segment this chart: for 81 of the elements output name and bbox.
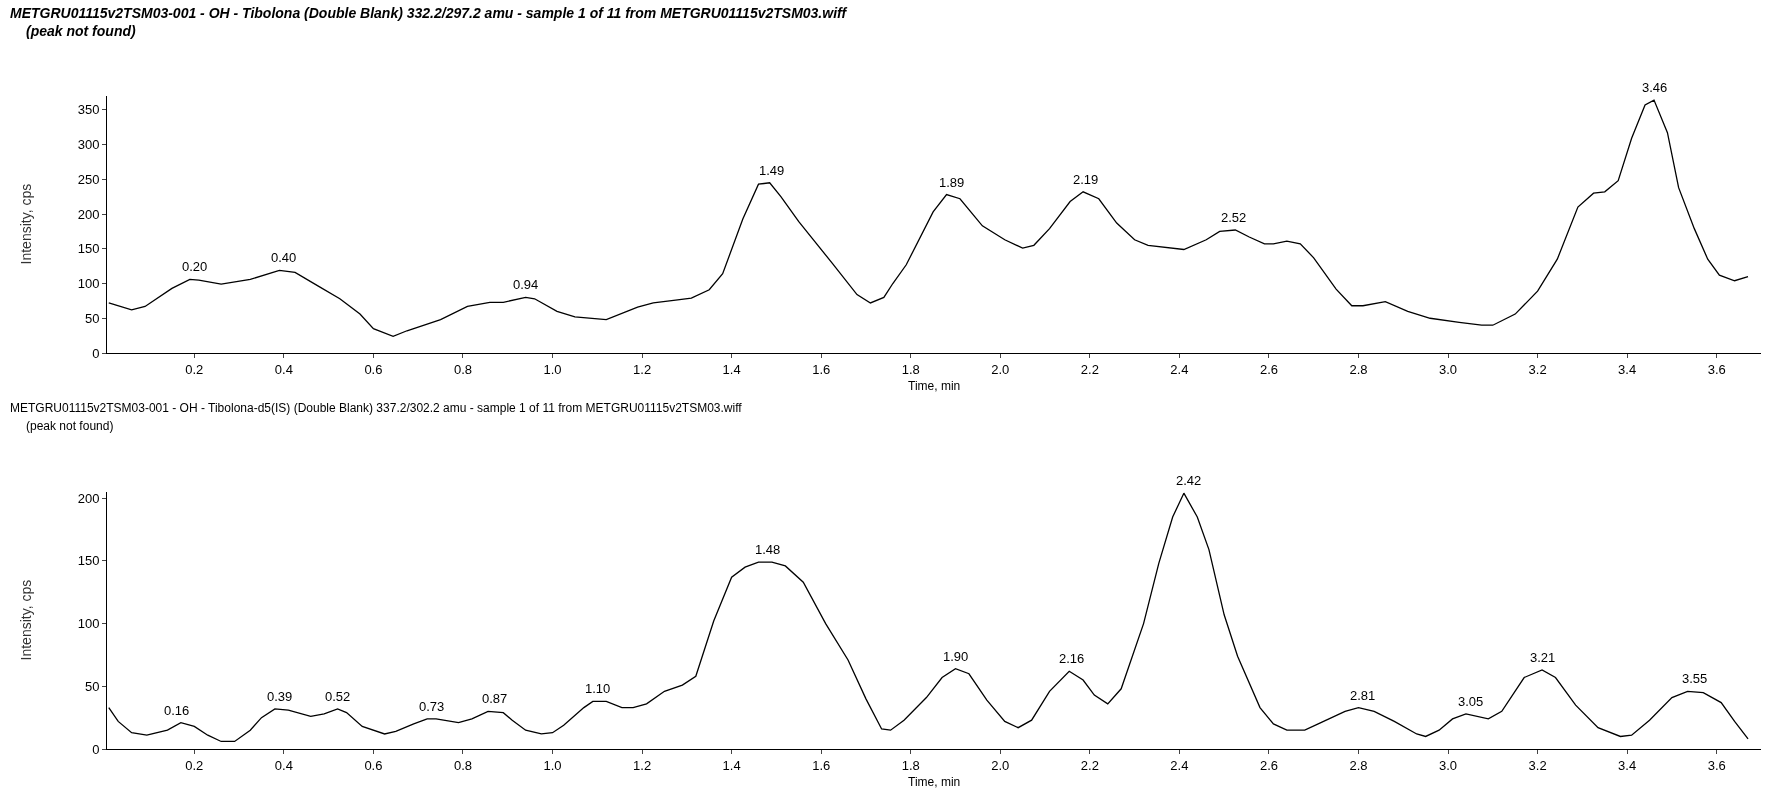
y-axis-title: Intensity, cps: [17, 579, 34, 661]
y-tick-label: 300: [77, 137, 100, 153]
x-tick-label: 0.8: [453, 757, 473, 773]
annotation: 2.19: [1073, 172, 1099, 187]
x-tick-label: 1.2: [633, 757, 652, 773]
x-tick-label: 1.0: [543, 757, 562, 773]
annotation: 0.73: [419, 699, 445, 714]
x-tick-label: 0.6: [364, 361, 383, 377]
x-tick-label: 2.4: [1170, 361, 1189, 377]
y-tick-label: 0: [92, 345, 100, 361]
x-tick-label: 0.8: [453, 361, 473, 377]
annotation: 0.40: [271, 250, 297, 265]
annotation: 3.55: [1682, 671, 1708, 686]
x-tick-label: 0.6: [364, 757, 383, 773]
annotation: 0.87: [482, 691, 508, 706]
annotation: 0.20: [182, 259, 208, 274]
annotation: 2.81: [1350, 688, 1376, 703]
y-tick-label: 350: [77, 102, 100, 118]
y-tick-label: 200: [77, 206, 100, 222]
chart-title: METGRU01115v2TSM03-001 - OH - Tibolona (Double Blank) 332.2/297.2 amu - sample 1 of 11 from METGRU01115v2TSM03.wiff: [10, 5, 848, 21]
annotation: 1.89: [939, 175, 965, 190]
y-tick-label: 200: [77, 490, 100, 506]
x-tick-label: 2.6: [1259, 361, 1278, 377]
annotation: 2.42: [1176, 473, 1202, 488]
annotation: 1.10: [585, 681, 611, 696]
annotation: 3.46: [1642, 80, 1668, 95]
x-tick-label: 2.0: [991, 757, 1010, 773]
annotation: 3.05: [1458, 694, 1484, 709]
y-tick-label: 0: [92, 741, 100, 757]
x-tick-label: 1.6: [812, 361, 831, 377]
x-tick-label: 0.2: [185, 757, 204, 773]
x-tick-label: 2.6: [1259, 757, 1278, 773]
x-tick-label: 3.2: [1528, 757, 1547, 773]
annotation: 1.48: [755, 542, 781, 557]
x-tick-label: 2.8: [1349, 361, 1368, 377]
annotation: 1.49: [759, 163, 785, 178]
line-series: [108, 99, 1749, 337]
x-tick-label: 1.8: [901, 757, 920, 773]
x-tick-label: 3.6: [1707, 757, 1726, 773]
x-tick-label: 3.2: [1528, 361, 1547, 377]
y-tick-label: 100: [77, 276, 100, 292]
chart-subtitle: (peak not found): [26, 23, 136, 39]
x-tick-label: 2.2: [1080, 757, 1099, 773]
chart-title: METGRU01115v2TSM03-001 - OH - Tibolona-d5(IS) (Double Blank) 337.2/302.2 amu - sample 1 of 11 from METGRU01115v2TSM03.wiff: [10, 401, 743, 415]
x-tick-label: 2.8: [1349, 757, 1368, 773]
y-tick-label: 150: [77, 553, 100, 569]
y-axis-title: Intensity, cps: [17, 183, 34, 265]
x-axis-title: Time, min: [908, 775, 961, 789]
x-tick-label: 1.8: [901, 361, 920, 377]
y-tick-label: 50: [84, 678, 100, 694]
y-tick-label: 250: [77, 171, 100, 187]
annotation: 0.52: [325, 689, 351, 704]
x-tick-label: 3.4: [1618, 757, 1637, 773]
y-tick-label: 50: [84, 310, 100, 326]
line-series: [108, 492, 1749, 743]
x-tick-label: 1.6: [812, 757, 831, 773]
x-tick-label: 0.2: [185, 361, 204, 377]
x-tick-label: 3.0: [1439, 361, 1458, 377]
annotation: 2.52: [1221, 210, 1247, 225]
annotation: 0.94: [513, 277, 539, 292]
annotation: 2.16: [1059, 651, 1085, 666]
y-tick-label: 150: [77, 241, 100, 257]
x-tick-label: 1.4: [722, 757, 741, 773]
annotation: 1.90: [943, 649, 969, 664]
x-tick-label: 3.4: [1618, 361, 1637, 377]
x-tick-label: 3.6: [1707, 361, 1726, 377]
chart-subtitle: (peak not found): [26, 419, 114, 433]
x-tick-label: 0.4: [274, 757, 293, 773]
annotation: 0.39: [267, 689, 293, 704]
x-tick-label: 1.0: [543, 361, 562, 377]
x-tick-label: 0.4: [274, 361, 293, 377]
x-tick-label: 2.4: [1170, 757, 1189, 773]
x-axis-title: Time, min: [908, 379, 961, 393]
x-tick-label: 1.4: [722, 361, 741, 377]
x-tick-label: 2.2: [1080, 361, 1099, 377]
annotation: 0.16: [164, 703, 190, 718]
annotation: 3.21: [1530, 650, 1556, 665]
x-tick-label: 3.0: [1439, 757, 1458, 773]
x-tick-label: 2.0: [991, 361, 1010, 377]
x-tick-label: 1.2: [633, 361, 652, 377]
y-tick-label: 100: [77, 616, 100, 632]
